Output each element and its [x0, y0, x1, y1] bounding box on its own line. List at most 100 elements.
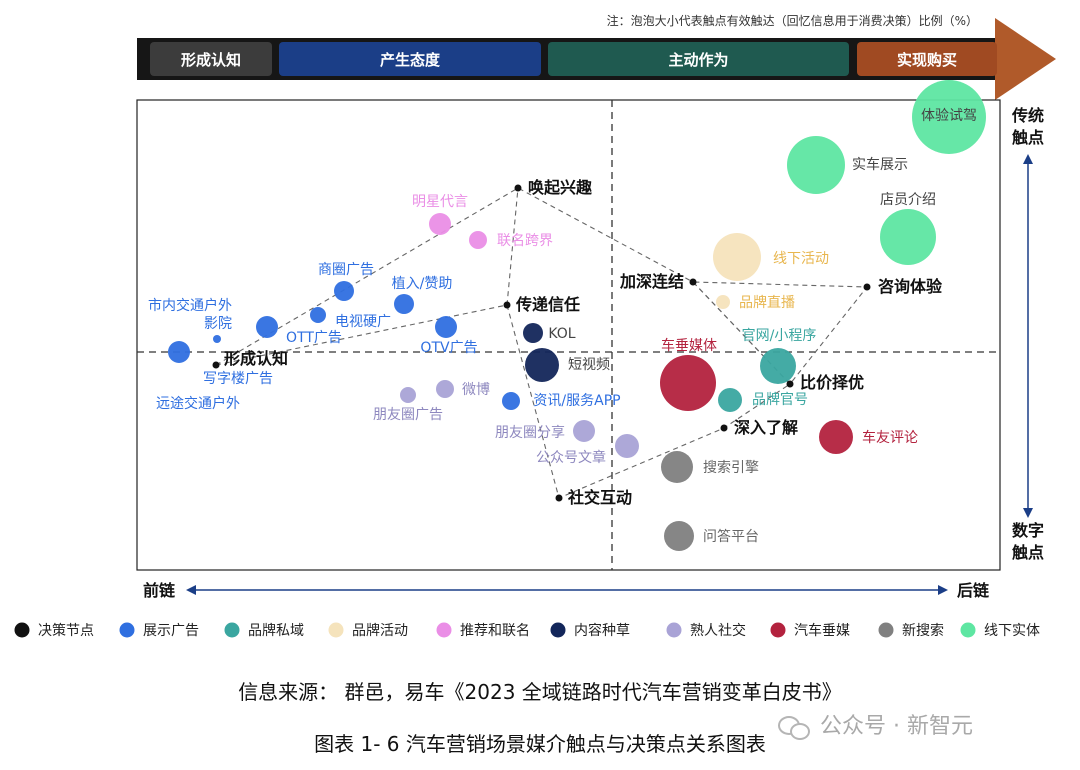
bubble-label: OTV广告: [420, 340, 477, 356]
bubble-label: 官网/小程序: [742, 328, 817, 344]
bubble-label: 商圈广告: [318, 262, 374, 278]
legend-swatch: [666, 622, 682, 638]
x-axis-right-label: 后链: [957, 581, 990, 600]
y-axis-arrow-down: [1023, 508, 1033, 518]
legend-swatch: [960, 622, 976, 638]
legend-swatch: [224, 622, 240, 638]
decision-node-dot: [514, 184, 522, 192]
bubble: [469, 231, 487, 249]
plot-border: [136, 99, 1001, 571]
bubble-label: 影院: [204, 316, 232, 332]
bubble-label: 体验试驾: [921, 108, 977, 124]
stage-label: 产生态度: [380, 51, 441, 69]
bubble: [718, 388, 742, 412]
decision-node-dot: [689, 278, 697, 286]
bubble-label: 店员介绍: [880, 192, 936, 208]
stage-arrow-bar: 形成认知 产生态度 主动作为 实现购买: [137, 18, 1056, 100]
decision-node-dot: [786, 380, 794, 388]
bubble-label: 电视硬广: [335, 314, 391, 330]
decision-node-dot: [863, 283, 871, 291]
watermark: 公众号 · 新智元: [778, 708, 973, 740]
bubble: [256, 316, 278, 338]
bubble-label: 问答平台: [703, 528, 759, 545]
bubble-label: 朋友圈分享: [495, 424, 565, 441]
bubble: [819, 420, 853, 454]
legend-label: 品牌活动: [352, 622, 408, 639]
source-line: 信息来源： 群邑，易车《2023 全域链路时代汽车营销变革白皮书》: [238, 680, 842, 704]
legend-swatch: [770, 622, 786, 638]
legend-label: 品牌私域: [248, 622, 304, 639]
decision-node-dot: [212, 361, 220, 369]
legend-swatch: [14, 622, 30, 638]
legend-swatch: [878, 622, 894, 638]
decision-node-dot: [555, 494, 563, 502]
plot-area: [136, 99, 1001, 571]
legend-swatch: [328, 622, 344, 638]
legend-label: 推荐和联名: [460, 623, 530, 639]
y-axis-bottom-label: 数字: [1012, 521, 1044, 540]
bubble-label: 资讯/服务APP: [533, 393, 620, 409]
stage-segment: [857, 42, 997, 76]
legend-label: 熟人社交: [690, 622, 746, 639]
bubble: [523, 323, 543, 343]
y-axis-bottom-label: 触点: [1011, 543, 1044, 562]
bubble: [880, 209, 936, 265]
figure-title: 图表 1- 6 汽车营销场景媒介触点与决策点关系图表: [314, 732, 766, 756]
bubble: [664, 521, 694, 551]
y-axis-top-label: 触点: [1011, 128, 1044, 147]
stage-segment: [279, 42, 541, 76]
bubble-label: 朋友圈广告: [373, 407, 443, 423]
bubble: [436, 380, 454, 398]
decision-node-label: 比价择优: [800, 373, 864, 392]
stage-segment: [548, 42, 849, 76]
bubble: [716, 295, 730, 309]
stage-arrowhead: [995, 18, 1056, 100]
bubble-label: 市内交通户外: [148, 297, 232, 314]
x-axis-arrow-left: [186, 585, 196, 595]
bubble-label: 车垂媒体: [661, 337, 717, 354]
bubble-label: 微博: [462, 381, 490, 398]
bubble: [334, 281, 354, 301]
bubble: [713, 233, 761, 281]
decision-node-label: 加深连结: [619, 272, 684, 291]
bubble: [661, 451, 693, 483]
bubble-label: 写字楼广告: [203, 371, 273, 387]
bubble: [394, 294, 414, 314]
wechat-icon: [778, 714, 812, 740]
watermark-text: 公众号 · 新智元: [820, 714, 973, 739]
bubble-label: 明星代言: [412, 194, 468, 210]
legend-label: 线下实体: [984, 623, 1040, 639]
bubble: [400, 387, 416, 403]
bubble-label: 远途交通户外: [156, 395, 240, 412]
bubble-label: 短视频: [568, 357, 610, 373]
legend-label: 新搜索: [902, 622, 944, 639]
bubble: [435, 316, 457, 338]
x-axis-arrow-right: [938, 585, 948, 595]
legend-swatch: [550, 622, 566, 638]
decision-node-label: 传递信任: [515, 295, 580, 314]
y-axis-arrow-up: [1023, 154, 1033, 164]
legend-label: 决策节点: [38, 622, 94, 639]
decision-node-label: 深入了解: [734, 418, 798, 437]
legend-swatch: [436, 622, 452, 638]
decision-node-label: 唤起兴趣: [528, 178, 593, 197]
bubble-label: 联名跨界: [497, 233, 553, 249]
stage-label: 主动作为: [668, 51, 728, 69]
bubble: [787, 136, 845, 194]
bubble-label: 品牌官号: [752, 391, 808, 408]
bubble: [429, 213, 451, 235]
x-axis-left-label: 前链: [143, 581, 176, 600]
decision-node-dot: [720, 424, 728, 432]
bubble-label: 搜索引擎: [703, 459, 759, 476]
bubble: [525, 348, 559, 382]
decision-node-label: 咨询体验: [878, 277, 943, 296]
stage-label: 实现购买: [897, 51, 957, 69]
bubble: [168, 341, 190, 363]
bubble-label: OTT广告: [286, 330, 342, 346]
y-axis-top-label: 传统: [1011, 106, 1044, 125]
stage-label: 形成认知: [181, 51, 241, 69]
